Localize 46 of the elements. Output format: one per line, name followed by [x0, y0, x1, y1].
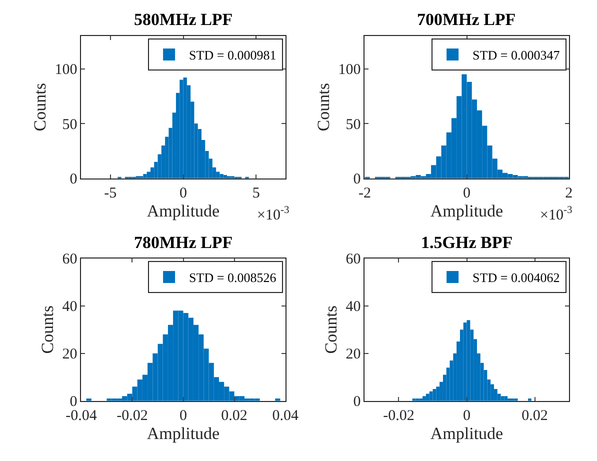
y-tick-label: 20	[62, 346, 78, 363]
legend-label: STD = 0.008526	[189, 270, 277, 286]
x-tick-label: 0.04	[272, 408, 299, 424]
x-tick-label: 0	[180, 408, 188, 424]
chart-title: 1.5GHz BPF	[421, 233, 513, 252]
y-tick-label: 0	[353, 172, 361, 188]
y-axis-title: Counts	[30, 83, 50, 132]
x-axis-title: Amplitude	[430, 424, 504, 444]
y-tick-label: 60	[62, 252, 78, 268]
y-tick-label: 0	[70, 394, 78, 410]
x-tick-label: -2	[358, 185, 371, 202]
y-tick-label: 100	[54, 62, 78, 78]
x-tick-label: -0.02	[383, 408, 414, 424]
y-tick-label: 100	[338, 62, 361, 78]
y-axis-title: Counts	[38, 306, 57, 354]
x-axis-title: Amplitude	[146, 202, 220, 221]
x-tick-label: 2	[565, 185, 573, 202]
y-tick-label: 40	[62, 299, 78, 316]
x-tick-label: 0.02	[221, 408, 248, 424]
x-tick-label: 5	[252, 185, 260, 202]
chart-title: 780MHz LPF	[134, 233, 233, 252]
y-axis-title: Counts	[321, 306, 340, 354]
x-tick-label: 0	[180, 185, 188, 202]
legend-label: STD = 0.000347	[472, 48, 560, 63]
y-tick-label: 20	[346, 346, 361, 363]
y-tick-label: 40	[346, 299, 361, 316]
y-tick-label: 0	[70, 172, 78, 188]
x-tick-label: -5	[104, 185, 117, 202]
x-tick-label: 0	[463, 408, 471, 424]
legend-label: STD = 0.004062	[472, 270, 560, 286]
x-axis-title: Amplitude	[430, 202, 504, 221]
chart-title: 580MHz LPF	[134, 10, 233, 29]
y-tick-label: 50	[62, 116, 78, 133]
y-tick-label: 50	[346, 116, 361, 133]
x-tick-label: -0.02	[116, 408, 148, 424]
x-tick-label: 0	[463, 185, 471, 202]
x-tick-label: -0.04	[66, 408, 98, 424]
y-axis-title: Counts	[314, 83, 333, 132]
x-tick-label: 0.02	[522, 408, 548, 424]
legend-label: STD = 0.000981	[189, 48, 276, 63]
y-tick-label: 0	[353, 394, 361, 410]
chart-title: 700MHz LPF	[417, 10, 516, 29]
text: ×10$^{-3}$	[257, 205, 290, 224]
x-axis-title: Amplitude	[146, 424, 220, 444]
text: ×10$^{-3}$	[540, 205, 572, 224]
y-tick-label: 60	[346, 252, 361, 268]
